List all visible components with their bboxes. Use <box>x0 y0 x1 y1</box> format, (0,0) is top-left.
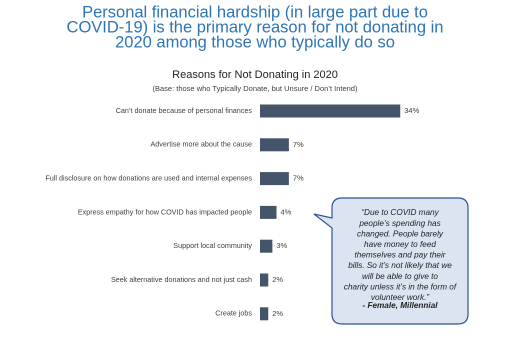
bar <box>260 239 273 253</box>
category-label: Can’t donate because of personal finance… <box>116 106 253 115</box>
value-label: 2% <box>272 309 283 318</box>
callout-quote: “Due to COVID many <box>361 208 439 217</box>
chart-subtitle: (Base: those who Typically Donate, but U… <box>153 84 358 93</box>
bar <box>260 205 277 219</box>
category-label: Create jobs <box>215 309 252 318</box>
callout-quote: charity unless it’s in the form of <box>344 282 457 291</box>
value-label: 3% <box>276 241 287 250</box>
callout-quote: changed. People barely <box>357 229 444 238</box>
headline: 2020 among those who typically do so <box>115 33 395 51</box>
callout-quote: themselves and pay their <box>354 251 445 260</box>
callout-attribution: - Female, Millennial <box>362 301 438 310</box>
value-label: 7% <box>293 140 304 149</box>
value-label: 4% <box>281 207 292 216</box>
chart-title: Reasons for Not Donating in 2020 <box>172 69 338 81</box>
bar <box>260 307 269 321</box>
category-label: Support local community <box>173 241 252 250</box>
callout-quote: will be able to give to <box>362 272 438 281</box>
category-label: Full disclosure on how donations are use… <box>45 174 252 183</box>
bar <box>260 138 289 152</box>
category-label: Express empathy for how COVID has impact… <box>78 207 252 216</box>
callout-quote: bills. So it’s not likely that we <box>348 261 452 270</box>
headline: COVID-19) is the primary reason for not … <box>67 18 444 36</box>
callout-quote: people’s spending has <box>358 219 440 228</box>
value-label: 7% <box>293 174 304 183</box>
headline: Personal financial hardship (in large pa… <box>82 3 428 21</box>
value-label: 34% <box>404 106 419 115</box>
bar <box>260 104 401 118</box>
callout-quote: volunteer work.” <box>371 293 431 302</box>
callout-quote: have money to feed <box>364 240 436 249</box>
category-label: Advertise more about the cause <box>151 140 252 149</box>
value-label: 2% <box>272 275 283 284</box>
category-label: Seek alternative donations and not just … <box>111 275 252 284</box>
bar <box>260 273 269 287</box>
bar <box>260 172 289 186</box>
callout-bubble <box>313 197 469 325</box>
